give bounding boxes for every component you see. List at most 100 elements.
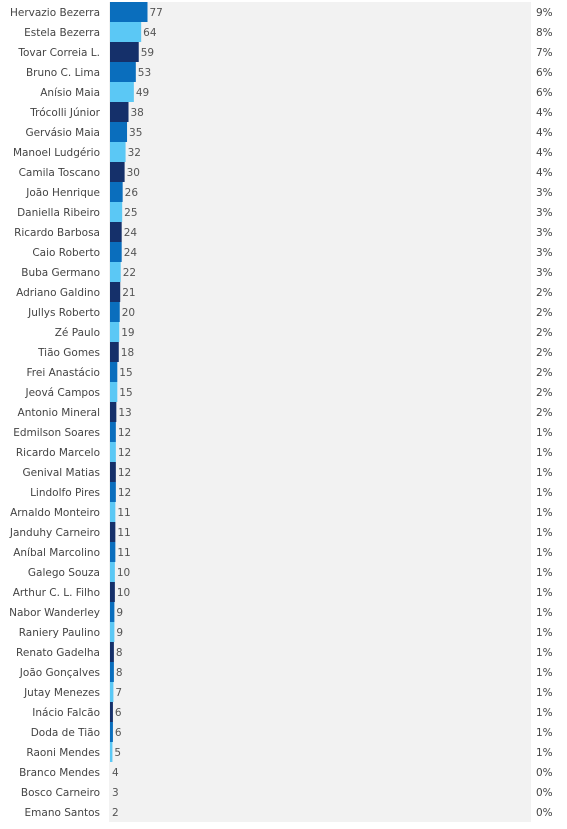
bar xyxy=(110,422,116,442)
category-label: João Henrique xyxy=(25,187,100,199)
value-label: 64 xyxy=(143,27,157,39)
category-label: João Gonçalves xyxy=(19,667,100,679)
bar xyxy=(110,362,118,382)
percent-label: 3% xyxy=(536,187,553,199)
percent-label: 1% xyxy=(536,567,553,579)
value-label: 12 xyxy=(118,447,131,459)
value-label: 21 xyxy=(122,287,135,299)
percent-label: 6% xyxy=(536,67,553,79)
percent-label: 3% xyxy=(536,227,553,239)
value-label: 11 xyxy=(117,547,130,559)
bar xyxy=(110,642,114,662)
category-label: Branco Mendes xyxy=(19,767,100,779)
value-label: 12 xyxy=(118,427,131,439)
value-label: 12 xyxy=(118,467,131,479)
percent-label: 1% xyxy=(536,627,553,639)
percent-label: 2% xyxy=(536,327,553,339)
bar xyxy=(110,482,116,502)
category-label: Adriano Galdino xyxy=(16,287,100,299)
category-label: Anísio Maia xyxy=(40,87,100,99)
bar xyxy=(110,382,118,402)
category-label: Jullys Roberto xyxy=(27,307,100,319)
percent-label: 8% xyxy=(536,27,553,39)
bar xyxy=(110,462,116,482)
value-label: 32 xyxy=(128,147,141,159)
bar xyxy=(110,2,148,22)
percent-label: 1% xyxy=(536,547,553,559)
percent-label: 2% xyxy=(536,367,553,379)
percent-label: 9% xyxy=(536,7,553,19)
bar xyxy=(110,142,126,162)
value-label: 38 xyxy=(131,107,144,119)
percent-label: 1% xyxy=(536,647,553,659)
category-label: Lindolfo Pires xyxy=(30,487,100,499)
value-label: 35 xyxy=(129,127,142,139)
category-label: Arthur C. L. Filho xyxy=(13,587,100,599)
value-label: 26 xyxy=(125,187,139,199)
bar xyxy=(110,602,115,622)
percent-label: 1% xyxy=(536,667,553,679)
category-label: Janduhy Carneiro xyxy=(9,527,100,539)
percent-label: 1% xyxy=(536,447,553,459)
bar xyxy=(110,402,117,422)
value-label: 9 xyxy=(116,627,123,639)
percent-label: 0% xyxy=(536,787,553,799)
percent-label: 1% xyxy=(536,487,553,499)
value-label: 7 xyxy=(115,687,122,699)
value-label: 3 xyxy=(112,787,119,799)
category-label: Emano Santos xyxy=(25,807,100,819)
value-label: 13 xyxy=(118,407,131,419)
value-label: 18 xyxy=(121,347,134,359)
bar xyxy=(110,242,122,262)
percent-label: 3% xyxy=(536,247,553,259)
value-label: 8 xyxy=(116,647,123,659)
percent-label: 1% xyxy=(536,687,553,699)
value-label: 6 xyxy=(115,727,122,739)
value-label: 8 xyxy=(116,667,123,679)
value-label: 77 xyxy=(150,7,163,19)
value-label: 12 xyxy=(118,487,131,499)
category-label: Jeová Campos xyxy=(24,387,100,399)
category-label: Raoni Mendes xyxy=(26,747,100,759)
bar xyxy=(110,622,115,642)
bar xyxy=(110,282,121,302)
bar xyxy=(110,682,114,702)
category-label: Daniella Ribeiro xyxy=(17,207,100,219)
percent-label: 2% xyxy=(536,407,553,419)
value-label: 15 xyxy=(119,367,132,379)
category-label: Bruno C. Lima xyxy=(26,67,100,79)
bar xyxy=(110,182,123,202)
value-label: 10 xyxy=(117,587,130,599)
percent-label: 4% xyxy=(536,127,553,139)
percent-label: 4% xyxy=(536,107,553,119)
category-label: Renato Gadelha xyxy=(16,647,100,659)
bar xyxy=(110,562,115,582)
category-label: Edmilson Soares xyxy=(13,427,100,439)
bar xyxy=(110,102,129,122)
percent-label: 1% xyxy=(536,607,553,619)
bar xyxy=(110,322,120,342)
value-label: 25 xyxy=(124,207,137,219)
category-label: Galego Souza xyxy=(28,567,100,579)
bar xyxy=(110,82,134,102)
value-label: 4 xyxy=(112,767,119,779)
percent-label: 3% xyxy=(536,207,553,219)
value-label: 11 xyxy=(117,527,130,539)
bar xyxy=(110,42,139,62)
percent-label: 1% xyxy=(536,467,553,479)
percent-label: 1% xyxy=(536,527,553,539)
value-label: 24 xyxy=(124,227,138,239)
category-label: Manoel Ludgério xyxy=(13,147,100,159)
bar xyxy=(110,62,136,82)
bar xyxy=(110,202,123,222)
percent-label: 2% xyxy=(536,347,553,359)
value-label: 15 xyxy=(119,387,132,399)
category-label: Gervásio Maia xyxy=(25,127,100,139)
category-label: Nabor Wanderley xyxy=(9,607,100,619)
value-label: 20 xyxy=(122,307,135,319)
category-label: Bosco Carneiro xyxy=(21,787,100,799)
category-label: Doda de Tião xyxy=(31,727,100,739)
category-label: Camila Toscano xyxy=(19,167,100,179)
category-label: Raniery Paulino xyxy=(19,627,100,639)
percent-label: 6% xyxy=(536,87,553,99)
